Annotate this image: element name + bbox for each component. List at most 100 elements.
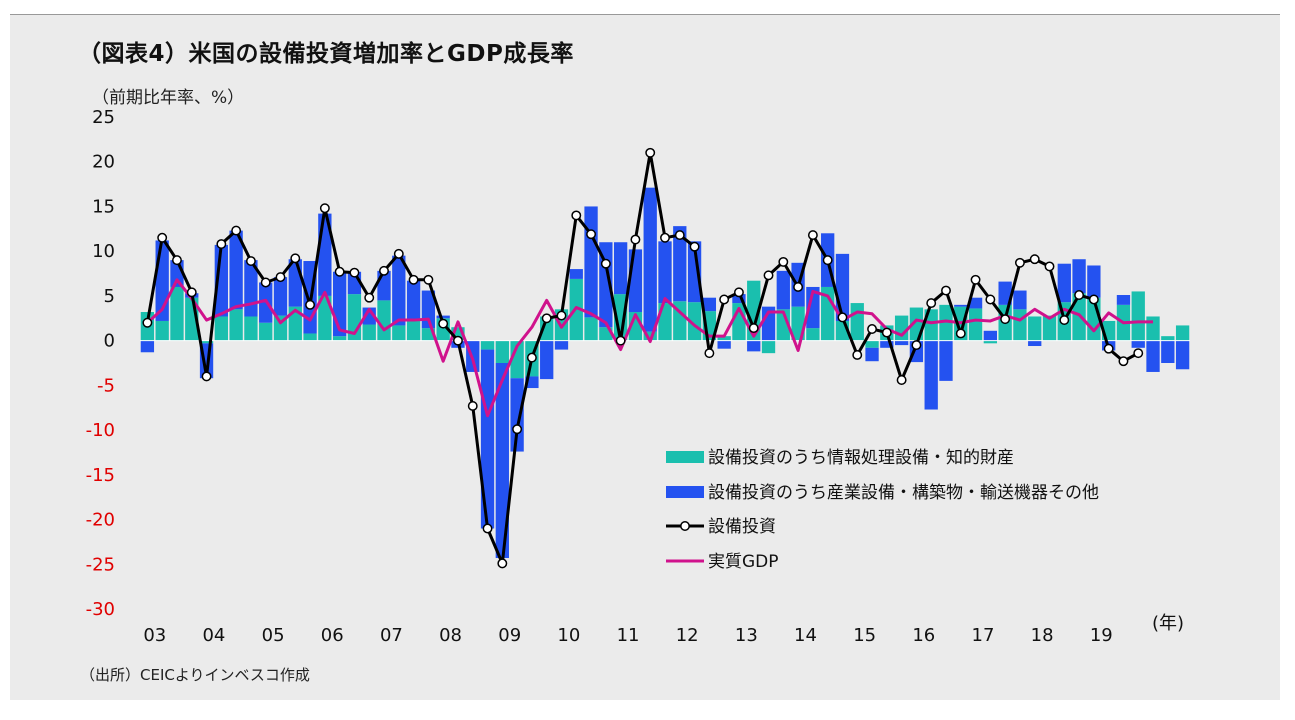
- investment-point: [941, 285, 951, 296]
- investment-point: [157, 232, 168, 243]
- bar: [1072, 259, 1086, 294]
- investment-point: [1133, 348, 1144, 359]
- investment-point: [172, 255, 182, 266]
- bar: [643, 187, 657, 332]
- investment-point: [1059, 315, 1070, 326]
- y-tick-label: 15: [92, 196, 115, 217]
- bar: [1131, 340, 1145, 348]
- y-tick-label: -20: [86, 510, 115, 531]
- bar: [510, 378, 524, 452]
- legend-label: 設備投資: [708, 517, 776, 537]
- investment-point: [379, 265, 389, 276]
- gdp-line: [146, 278, 1154, 418]
- bar: [540, 316, 554, 341]
- investment-point: [1044, 261, 1055, 272]
- bar: [880, 340, 894, 348]
- y-tick-label: -10: [86, 420, 115, 441]
- bar: [406, 320, 421, 341]
- x-tick-label: 07: [380, 625, 403, 646]
- investment-point: [231, 225, 242, 236]
- bar: [924, 309, 938, 341]
- bar: [569, 269, 583, 279]
- investment-point: [660, 232, 670, 243]
- investment-point: [586, 229, 597, 240]
- x-tick-label: 11: [617, 625, 640, 646]
- investment-point: [1118, 356, 1129, 367]
- top-divider: [10, 14, 1280, 15]
- y-tick-label: -15: [86, 465, 115, 486]
- investment-point: [1103, 343, 1114, 354]
- bar: [377, 300, 391, 341]
- bar: [155, 320, 169, 341]
- bar: [643, 331, 657, 341]
- investment-point: [334, 266, 345, 277]
- bar: [584, 206, 598, 318]
- investment-point: [630, 234, 641, 245]
- bar: [480, 340, 495, 350]
- bar: [525, 376, 539, 389]
- bar: [968, 297, 983, 309]
- bar: [140, 340, 155, 353]
- investment-point: [985, 294, 996, 305]
- bar: [392, 325, 406, 341]
- investment-point: [142, 317, 153, 328]
- legend-label: 実質GDP: [708, 552, 779, 572]
- bar: [658, 241, 672, 304]
- investment-point: [497, 558, 508, 569]
- bar: [229, 230, 243, 310]
- bar: [1087, 265, 1101, 298]
- x-tick-label: 13: [735, 625, 758, 646]
- bar: [244, 316, 258, 341]
- investment-point: [689, 241, 700, 252]
- y-unit-label: （前期比年率、%）: [92, 88, 245, 108]
- chart-panel: [10, 15, 1280, 700]
- bar: [259, 322, 273, 341]
- investment-point: [512, 424, 523, 435]
- investment-point: [881, 327, 892, 338]
- bar: [732, 294, 746, 304]
- bar: [495, 363, 509, 559]
- x-tick-label: 10: [557, 625, 580, 646]
- investment-point: [216, 239, 227, 249]
- bar: [392, 255, 406, 326]
- bar: [436, 315, 450, 319]
- bar: [1013, 290, 1027, 310]
- investment-point: [674, 230, 685, 241]
- investment-point: [260, 277, 271, 288]
- investment-point: [571, 210, 582, 221]
- investment-point: [438, 318, 449, 329]
- y-tick-label: 10: [92, 241, 115, 262]
- bar: [288, 306, 302, 341]
- x-tick-label: 06: [321, 625, 344, 646]
- legend-swatch: [666, 451, 704, 463]
- bar: [170, 286, 184, 341]
- x-tick-label: 09: [498, 625, 521, 646]
- investment-point: [305, 299, 316, 310]
- y-tick-label: -25: [86, 554, 115, 575]
- investment-point: [453, 335, 463, 346]
- y-tick-label: 5: [104, 286, 115, 307]
- investment-point: [364, 292, 375, 303]
- investment-point: [600, 258, 611, 269]
- bar: [894, 340, 909, 346]
- investment-point: [955, 328, 966, 339]
- investment-point: [733, 287, 744, 298]
- bar: [983, 330, 998, 341]
- chart-title: （図表4）米国の設備投資増加率とGDP成長率: [78, 41, 574, 67]
- investment-point: [970, 274, 981, 285]
- investment-point: [1000, 314, 1011, 325]
- investment-point: [793, 282, 804, 292]
- bar: [1057, 263, 1071, 303]
- bar: [850, 303, 864, 341]
- bar: [1175, 325, 1190, 341]
- investment-point: [319, 203, 330, 214]
- investment-point: [201, 371, 212, 382]
- bar: [761, 340, 776, 354]
- bar: [954, 304, 968, 307]
- investment-point: [1074, 290, 1085, 300]
- bar: [1175, 340, 1190, 370]
- x-tick-label: 14: [794, 625, 817, 646]
- bar: [939, 304, 953, 341]
- bar: [1116, 295, 1131, 305]
